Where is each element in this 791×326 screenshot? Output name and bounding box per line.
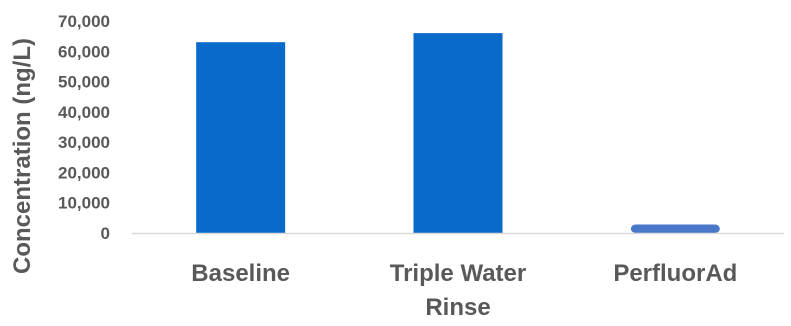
y-tick-label: 0	[101, 224, 110, 243]
bar	[196, 42, 286, 234]
y-tick-label: 30,000	[58, 133, 110, 152]
x-tick-label: PerfluorAd	[613, 260, 737, 287]
bar	[630, 224, 720, 233]
bar	[413, 33, 503, 233]
y-tick-label: 70,000	[58, 12, 110, 31]
y-tick-label: 60,000	[58, 42, 110, 61]
x-tick-label: Triple Water	[390, 260, 526, 287]
y-axis-label: Concentration (ng/L)	[9, 38, 36, 274]
bars-group	[196, 33, 720, 234]
y-tick-label: 10,000	[58, 194, 110, 213]
x-tick-label: Rinse	[425, 294, 490, 321]
x-tick-label: Baseline	[191, 260, 290, 287]
y-tick-label: 40,000	[58, 103, 110, 122]
x-axis-ticks: Baseline Triple Water Rinse PerfluorAd	[191, 260, 737, 321]
y-tick-label: 50,000	[58, 73, 110, 92]
y-tick-label: 20,000	[58, 163, 110, 182]
y-axis-ticks: 0 10,000 20,000 30,000 40,000 50,000 60,000 70,…	[58, 12, 110, 243]
